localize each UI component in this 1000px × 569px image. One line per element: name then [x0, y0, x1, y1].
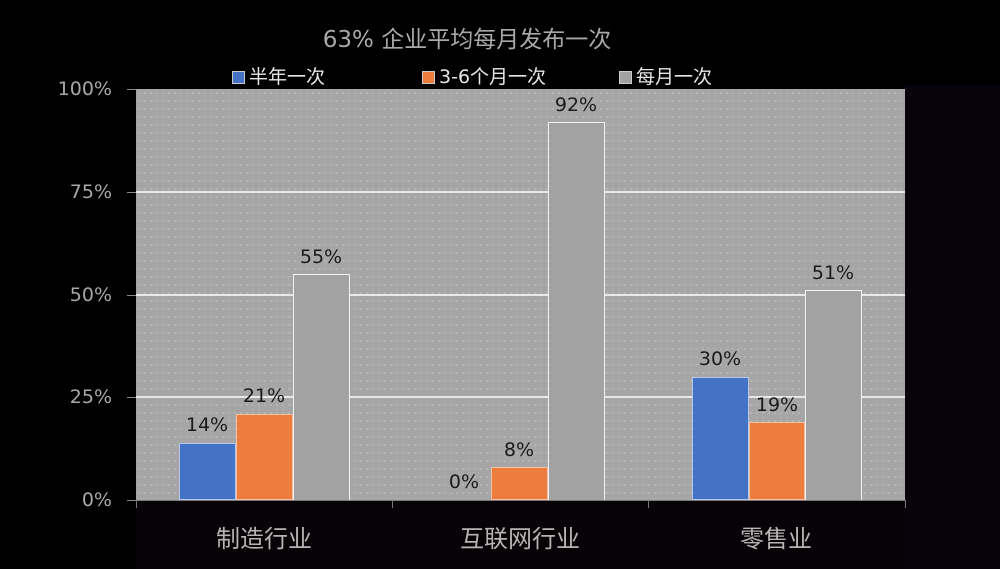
bar-value-label: 30%	[698, 348, 742, 370]
y-tick-label: 100%	[57, 78, 112, 100]
x-category-label-internet: 互联网行业	[460, 525, 580, 553]
chart-title-text: 63% 企业平均每月发布一次	[322, 27, 612, 53]
plot-area: 14% 21% 55% 0% 8% 92% 30% 19% 51%	[136, 89, 905, 500]
bar-value-label: 0%	[448, 471, 480, 493]
legend-label: 每月一次	[636, 66, 713, 88]
x-tick-mark	[136, 500, 137, 508]
bar-value-label: 55%	[299, 246, 343, 268]
bar-manufacturing-3-6-months[interactable]	[236, 413, 293, 500]
y-tick-label: 0%	[81, 489, 112, 511]
legend-label: 3-6个月一次	[439, 66, 547, 88]
bar-internet-3-6-months[interactable]	[491, 467, 548, 500]
bar-retail-half-year[interactable]	[692, 376, 749, 500]
y-tick-mark	[127, 397, 136, 398]
gridline-25	[136, 396, 905, 398]
background-shade-bottom	[136, 500, 906, 569]
x-tick-mark	[905, 500, 906, 508]
y-tick-mark	[127, 89, 136, 90]
x-tick-mark	[392, 500, 393, 508]
chart-title: 63% 企业平均每月发布一次	[0, 20, 1000, 54]
y-tick-label: 50%	[69, 284, 112, 306]
x-tick-mark	[648, 500, 649, 508]
legend-swatch-blue-icon	[232, 70, 245, 84]
bar-value-label: 14%	[185, 414, 229, 436]
bar-manufacturing-monthly[interactable]	[293, 274, 350, 500]
bar-manufacturing-half-year[interactable]	[179, 442, 236, 500]
bar-internet-monthly[interactable]	[548, 122, 605, 500]
background-shade-right	[905, 85, 1000, 569]
legend-swatch-gray-icon	[619, 70, 632, 84]
y-tick-label: 25%	[69, 386, 112, 408]
y-tick-mark	[127, 295, 136, 296]
legend-item-3-6-months[interactable]: 3-6个月一次	[422, 66, 546, 88]
legend-item-monthly[interactable]: 每月一次	[619, 66, 712, 88]
bar-value-label: 92%	[554, 94, 598, 116]
chart-legend: 半年一次 3-6个月一次 每月一次	[0, 66, 1000, 90]
legend-label: 半年一次	[249, 66, 326, 88]
y-tick-mark	[127, 192, 136, 193]
bar-retail-3-6-months[interactable]	[749, 422, 805, 500]
x-category-label-retail: 零售业	[740, 525, 812, 553]
bar-value-label: 21%	[242, 385, 286, 407]
bar-value-label: 8%	[503, 439, 535, 461]
bar-retail-monthly[interactable]	[805, 290, 862, 500]
y-tick-mark	[127, 500, 136, 501]
bar-value-label: 19%	[755, 394, 799, 416]
gridline-50	[136, 294, 905, 296]
x-category-label-manufacturing: 制造行业	[216, 525, 312, 553]
x-axis-line	[136, 500, 905, 501]
gridline-75	[136, 191, 905, 193]
legend-item-half-year[interactable]: 半年一次	[232, 66, 325, 88]
bar-value-label: 51%	[811, 262, 855, 284]
legend-swatch-orange-icon	[422, 70, 435, 84]
y-tick-label: 75%	[69, 181, 112, 203]
